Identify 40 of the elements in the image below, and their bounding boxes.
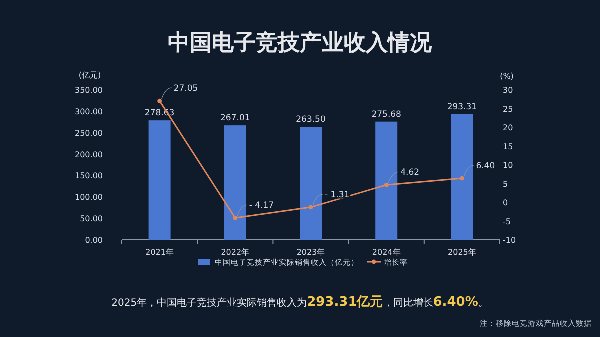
point [233, 216, 238, 220]
y2-tick-label: 25 [503, 104, 514, 114]
y2-axis-title: (%) [500, 72, 514, 81]
x-tick-label: 2021年 [146, 248, 174, 257]
data-label: 267.01 [220, 114, 250, 124]
data-label: 293.31 [447, 102, 478, 112]
y-tick-label: 100.00 [75, 193, 103, 202]
y2-tick-label: 15 [503, 142, 514, 152]
y-tick-label: 0.00 [85, 236, 103, 245]
data-label: 263.50 [296, 115, 326, 126]
y2-tick-label: 30 [503, 86, 514, 95]
x-tick-label: 2023年 [296, 248, 326, 257]
point [158, 98, 162, 104]
data-label: 6.40 [476, 162, 496, 172]
point [384, 182, 389, 188]
x-tick-label: 2024年 [372, 248, 401, 257]
chart-title: 中国电子竞技产业收入情况 [168, 30, 433, 56]
y2-tick-label: 5 [503, 180, 508, 189]
x-tick-label: 2025年 [448, 248, 476, 257]
y-tick-label: 150.00 [75, 172, 103, 181]
data-label: - 4.17 [249, 201, 274, 212]
y2-tick-label: 20 [503, 124, 514, 132]
y2-tick-label: -5 [503, 217, 511, 226]
y2-tick-label: -10 [503, 236, 516, 245]
y-tick-label: 300.00 [75, 107, 103, 116]
y-tick-label: 350.00 [75, 86, 103, 95]
y2-tick-label: 0 [503, 198, 508, 208]
y-axis-title: (亿元) [78, 71, 102, 80]
text: 2025年，中国电子竞技产业实际销售收入为293.31亿元，同比增长6.40%。 [112, 295, 488, 310]
y-tick-label: 50.00 [80, 214, 103, 224]
y2-tick-label: 10 [503, 161, 514, 170]
point [308, 205, 314, 210]
x-tick-label: 2022年 [221, 248, 250, 257]
point [460, 176, 464, 181]
y-tick-label: 200.00 [75, 150, 103, 160]
y-tick-label: 250.00 [75, 128, 103, 138]
data-label: 4.62 [400, 168, 420, 178]
data-label: 275.68 [372, 110, 402, 120]
data-label: - 1.31 [325, 190, 350, 200]
data-label: 27.05 [174, 84, 198, 94]
